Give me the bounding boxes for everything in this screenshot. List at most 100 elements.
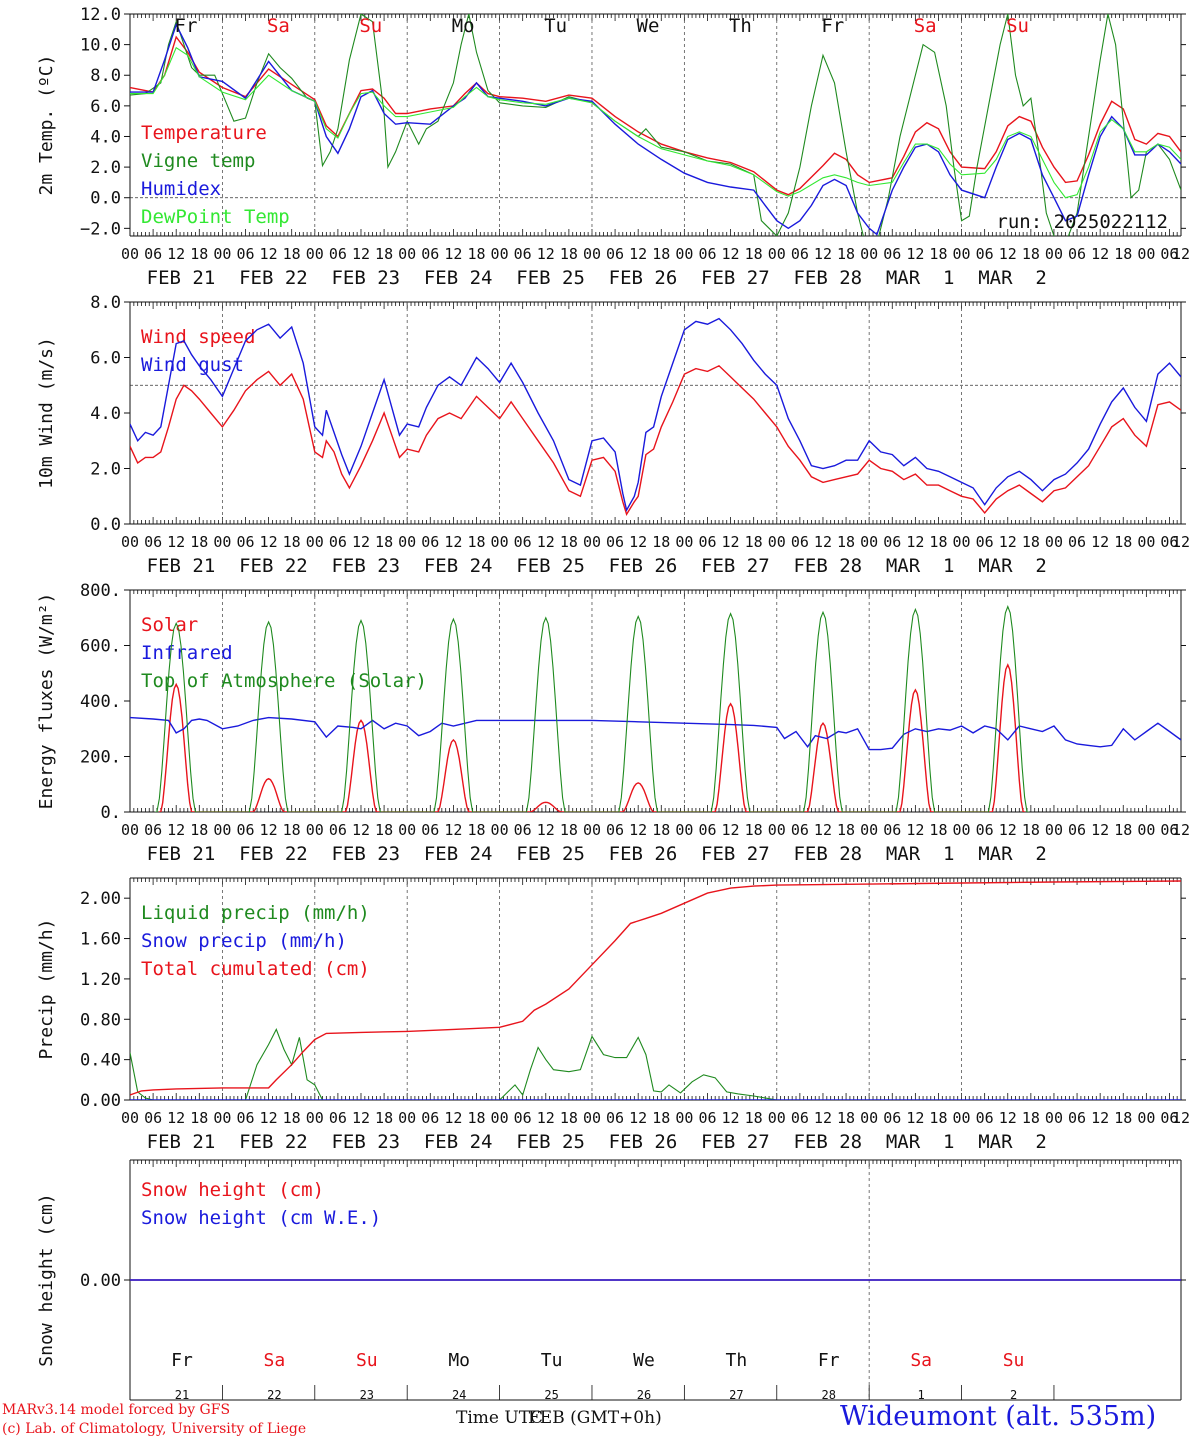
hour-tick-label: 18 bbox=[375, 245, 393, 263]
hour-tick-label: 06 bbox=[144, 245, 162, 263]
hour-tick-label: 06 bbox=[514, 821, 532, 839]
date-label: FEB 26 bbox=[609, 267, 678, 289]
date-label: FEB 23 bbox=[331, 267, 400, 289]
hour-tick-label: 18 bbox=[929, 1109, 947, 1127]
hour-tick-label: 06 bbox=[421, 533, 439, 551]
day-name-top: Mo bbox=[452, 15, 475, 37]
hour-tick-label: 12 bbox=[260, 533, 278, 551]
hour-tick-label: 06 bbox=[236, 821, 254, 839]
series-line-total-cumulated-cm- bbox=[130, 880, 1181, 1096]
day-name-top: Fr bbox=[821, 15, 844, 37]
hour-tick-label: 12 bbox=[629, 245, 647, 263]
y-tick-label: 6.0 bbox=[90, 349, 121, 369]
hour-tick-label: 00 bbox=[398, 1109, 416, 1127]
hour-tick-label: 00 bbox=[953, 245, 971, 263]
hour-tick-label: 00 bbox=[306, 533, 324, 551]
hour-tick-label: 12 bbox=[722, 245, 740, 263]
y-tick-label: 2.0 bbox=[90, 158, 121, 178]
date-label: MAR 2 bbox=[978, 555, 1047, 577]
hour-tick-label: 12 bbox=[1172, 1109, 1190, 1127]
day-name-top: Su bbox=[359, 15, 382, 37]
hour-tick-label: 12 bbox=[906, 245, 924, 263]
hour-tick-label: 18 bbox=[1114, 821, 1132, 839]
y-tick-label: 8.0 bbox=[90, 66, 121, 86]
date-label: FEB 27 bbox=[701, 555, 770, 577]
hour-tick-label: 18 bbox=[190, 1109, 208, 1127]
time-axis-label-a: Time UTC bbox=[456, 1408, 544, 1428]
hour-tick-label: 06 bbox=[606, 245, 624, 263]
y-tick-label: 1.20 bbox=[80, 970, 121, 990]
hour-tick-label: 00 bbox=[398, 821, 416, 839]
date-label: FEB 25 bbox=[516, 1131, 585, 1153]
hour-tick-label: 00 bbox=[121, 1109, 139, 1127]
hour-tick-label: 00 bbox=[1045, 821, 1063, 839]
day-number: 23 bbox=[360, 1388, 374, 1402]
hour-tick-label: 06 bbox=[329, 821, 347, 839]
hour-tick-label: 18 bbox=[1114, 1109, 1132, 1127]
hour-tick-label: 18 bbox=[837, 1109, 855, 1127]
hour-tick-label: 06 bbox=[698, 821, 716, 839]
day-name-bottom: Fr bbox=[171, 1350, 193, 1371]
date-label: FEB 21 bbox=[147, 555, 216, 577]
legend-entry: Wind speed bbox=[141, 326, 255, 348]
hour-tick-label: 00 bbox=[953, 821, 971, 839]
day-name-top: Sa bbox=[914, 15, 937, 37]
hour-tick-label: 06 bbox=[236, 245, 254, 263]
hour-tick-label: 18 bbox=[560, 533, 578, 551]
date-label: FEB 27 bbox=[701, 843, 770, 865]
y-tick-label: 0.40 bbox=[80, 1051, 121, 1071]
hour-tick-label: 06 bbox=[514, 1109, 532, 1127]
hour-tick-label: 18 bbox=[652, 245, 670, 263]
hour-tick-label: 18 bbox=[560, 821, 578, 839]
hour-tick-label: 00 bbox=[768, 533, 786, 551]
hour-tick-label: 18 bbox=[745, 821, 763, 839]
hour-tick-label: 12 bbox=[1091, 533, 1109, 551]
hour-tick-label: 06 bbox=[698, 1109, 716, 1127]
hour-tick-label: 00 bbox=[491, 821, 509, 839]
date-label: FEB 23 bbox=[331, 1131, 400, 1153]
hour-tick-label: 18 bbox=[929, 245, 947, 263]
hour-tick-label: 00 bbox=[213, 533, 231, 551]
date-label: FEB 27 bbox=[701, 267, 770, 289]
date-label: FEB 25 bbox=[516, 555, 585, 577]
hour-tick-label: 00 bbox=[860, 245, 878, 263]
hour-tick-label: 06 bbox=[791, 1109, 809, 1127]
hour-tick-label: 12 bbox=[444, 533, 462, 551]
hour-tick-label: 12 bbox=[537, 1109, 555, 1127]
day-name-bottom: Sa bbox=[910, 1350, 932, 1371]
date-label: FEB 25 bbox=[516, 267, 585, 289]
run-label: run: 2025022112 bbox=[996, 211, 1168, 233]
day-number: 26 bbox=[637, 1388, 651, 1402]
hour-tick-label: 12 bbox=[260, 245, 278, 263]
hour-tick-label: 12 bbox=[722, 533, 740, 551]
day-number: 21 bbox=[175, 1388, 189, 1402]
legend-entry: DewPoint Temp bbox=[141, 206, 290, 228]
legend-entry: Snow height (cm W.E.) bbox=[141, 1207, 381, 1229]
hour-tick-label: 00 bbox=[583, 245, 601, 263]
hour-tick-label: 00 bbox=[860, 533, 878, 551]
series-line-liquid-precip-mm-h- bbox=[130, 1028, 1181, 1100]
hour-tick-label: 18 bbox=[283, 1109, 301, 1127]
hour-tick-label: 18 bbox=[1022, 533, 1040, 551]
hour-tick-label: 00 bbox=[306, 821, 324, 839]
legend-entry: Liquid precip (mm/h) bbox=[141, 902, 370, 924]
hour-tick-label: 00 bbox=[306, 1109, 324, 1127]
date-label: FEB 21 bbox=[147, 1131, 216, 1153]
hour-tick-label: 18 bbox=[190, 533, 208, 551]
y-tick-label: 2.00 bbox=[80, 889, 121, 909]
hour-tick-label: 18 bbox=[929, 821, 947, 839]
legend-entry: Snow precip (mm/h) bbox=[141, 930, 347, 952]
y-axis-label: 10m Wind (m/s) bbox=[36, 337, 57, 489]
legend-entry: Solar bbox=[141, 614, 198, 636]
legend-entry: Snow height (cm) bbox=[141, 1179, 324, 1201]
hour-tick-label: 12 bbox=[537, 821, 555, 839]
hour-tick-label: 18 bbox=[745, 533, 763, 551]
station-title: Wideumont (alt. 535m) bbox=[840, 1401, 1157, 1432]
series-line-wind-speed bbox=[130, 364, 1181, 516]
series-line-top-of-atmosphere-solar- bbox=[155, 605, 1029, 812]
hour-tick-label: 06 bbox=[1160, 1109, 1178, 1127]
hour-tick-label: 06 bbox=[883, 245, 901, 263]
hour-tick-label: 18 bbox=[467, 1109, 485, 1127]
hour-tick-label: 00 bbox=[121, 533, 139, 551]
hour-tick-label: 18 bbox=[560, 245, 578, 263]
